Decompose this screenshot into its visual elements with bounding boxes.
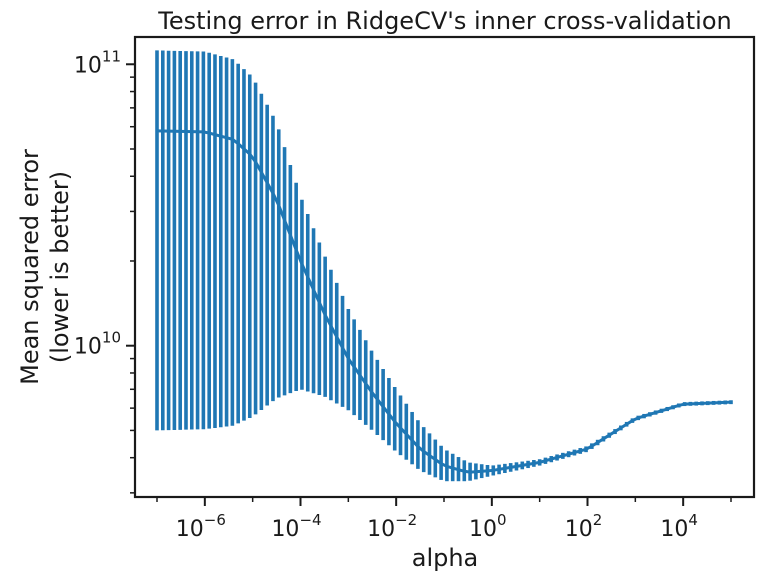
x-axis-label: alpha [412, 544, 479, 572]
plot-frame [133, 35, 756, 499]
y-axis-label-line1: Mean squared error [16, 149, 44, 385]
x-tick-label: 10−2 [367, 511, 417, 542]
chart-axes: 10−6 10−4 10−2 100 102 104 1010 1011 [74, 47, 732, 542]
x-tick-label: 102 [565, 511, 603, 542]
y-axis-label-group: Mean squared error (lower is better) [16, 149, 74, 385]
chart-title: Testing error in RidgeCV's inner cross-v… [157, 7, 731, 35]
y-tick-label: 1010 [74, 329, 121, 360]
x-tick-label: 10−6 [176, 511, 226, 542]
x-tick-label: 104 [660, 511, 698, 542]
mean-line [156, 129, 732, 474]
x-tick-label: 10−4 [271, 511, 321, 542]
x-tick-label: 100 [469, 511, 507, 542]
chart-marks [155, 50, 733, 482]
y-tick-label: 1011 [74, 47, 121, 78]
y-axis-label-line2: (lower is better) [46, 171, 74, 363]
